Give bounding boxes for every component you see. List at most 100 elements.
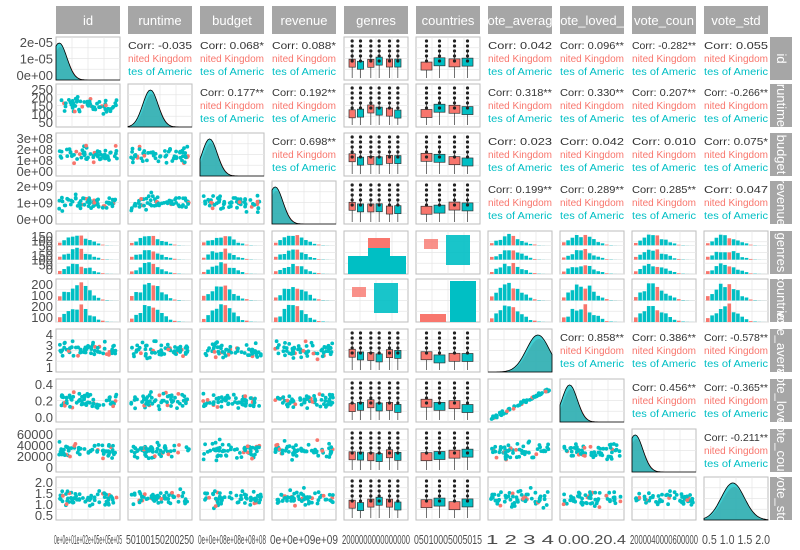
scatter-point [570, 497, 574, 501]
scatter-point [76, 447, 81, 452]
row-strip [770, 84, 792, 127]
histogram-bar [240, 272, 245, 274]
histogram-bar [566, 255, 570, 260]
outlier-point [424, 44, 429, 48]
outlier-point [396, 140, 400, 144]
histogram-bar [130, 296, 134, 301]
scatter-point [58, 496, 62, 501]
bar-mark [368, 238, 390, 248]
histogram-bar [566, 268, 570, 274]
corr-group1: nited Kingdom [632, 53, 696, 65]
histogram-bar [160, 269, 164, 274]
scatter-point [73, 492, 78, 496]
scatter-point [98, 157, 102, 162]
histogram-bar [88, 240, 92, 246]
scatter-point [562, 492, 566, 497]
scatter-point [159, 352, 164, 357]
histogram-bar [214, 252, 219, 260]
histogram-bar [605, 299, 609, 301]
corr-group2: tes of Americ [488, 162, 552, 174]
outlier-point [377, 193, 381, 197]
histogram-bar [240, 320, 245, 322]
histogram-bar [731, 267, 736, 274]
histogram-bar [502, 284, 507, 301]
box-mark [448, 400, 461, 410]
scatter-point [97, 350, 102, 355]
scatter-point [309, 340, 314, 345]
histogram-bar [88, 290, 92, 301]
outlier-point [350, 49, 354, 53]
column-strip-label: vote_coun [634, 13, 694, 28]
histogram-bar [646, 306, 651, 322]
outlier-point [377, 101, 381, 105]
scatter-point [276, 500, 281, 504]
corr-group2: tes of Americ [632, 113, 696, 125]
outlier-point [452, 441, 457, 445]
scatter-point [239, 455, 244, 459]
panel-cell [415, 132, 481, 177]
outlier-point [452, 198, 457, 202]
x-tick-label: 1 2 3 4 [486, 532, 554, 547]
histogram-bar [706, 256, 710, 260]
outlier-point [387, 39, 392, 43]
scatter-point [316, 453, 321, 458]
box-mark [348, 403, 356, 412]
scatter-point [203, 491, 207, 496]
histogram-bar [718, 283, 723, 301]
outlier-point [465, 54, 470, 58]
outlier-point [437, 135, 442, 139]
outlier-point [465, 431, 470, 435]
scatter-point [66, 446, 71, 450]
scatter-point [239, 350, 244, 354]
scatter-point [283, 448, 288, 453]
scatter-point [70, 339, 75, 344]
outlier-point [396, 494, 400, 498]
scatter-point [244, 401, 249, 406]
scatter-point [606, 454, 611, 459]
outlier-point [465, 446, 470, 450]
scatter-point [564, 448, 569, 453]
scatter-point [524, 492, 529, 497]
histogram-bar [524, 242, 528, 246]
scatter-point [285, 404, 290, 409]
histogram-bar [651, 266, 655, 274]
scatter-point [81, 402, 86, 406]
histogram-bar [528, 243, 533, 246]
scatter-point [62, 403, 67, 408]
scatter-point [152, 339, 157, 343]
scatter-point [85, 392, 90, 396]
scatter-point [174, 149, 179, 154]
scatter-point [105, 154, 110, 159]
panel [704, 379, 768, 422]
outlier-point [350, 44, 354, 48]
scatter-point [108, 150, 113, 155]
scatter-point [301, 349, 306, 353]
scatter-point [306, 442, 311, 447]
scatter-point [73, 96, 78, 101]
scatter-point [114, 98, 119, 103]
histogram-bar [70, 263, 75, 274]
outlier-point [358, 401, 363, 405]
histogram-bar [58, 256, 62, 260]
scatter-point [324, 405, 328, 409]
histogram-bar [490, 256, 494, 260]
histogram-bar [507, 282, 511, 301]
scatter-point [250, 445, 255, 450]
outlier-point [437, 391, 442, 395]
histogram-bar [646, 234, 651, 246]
outlier-point [465, 396, 470, 400]
scatter-point [235, 456, 239, 460]
histogram-bar [642, 252, 647, 260]
scatter-point [215, 345, 220, 350]
histogram-bar [677, 299, 681, 301]
corr-group2: tes of Americ [632, 408, 696, 420]
histogram-bar [528, 320, 533, 322]
scatter-point [177, 196, 182, 200]
scatter-point [67, 393, 72, 398]
outlier-point [396, 54, 400, 58]
scatter-point [101, 351, 106, 356]
outlier-point [358, 391, 363, 395]
outlier-point [465, 140, 470, 144]
scatter-point [114, 495, 119, 500]
